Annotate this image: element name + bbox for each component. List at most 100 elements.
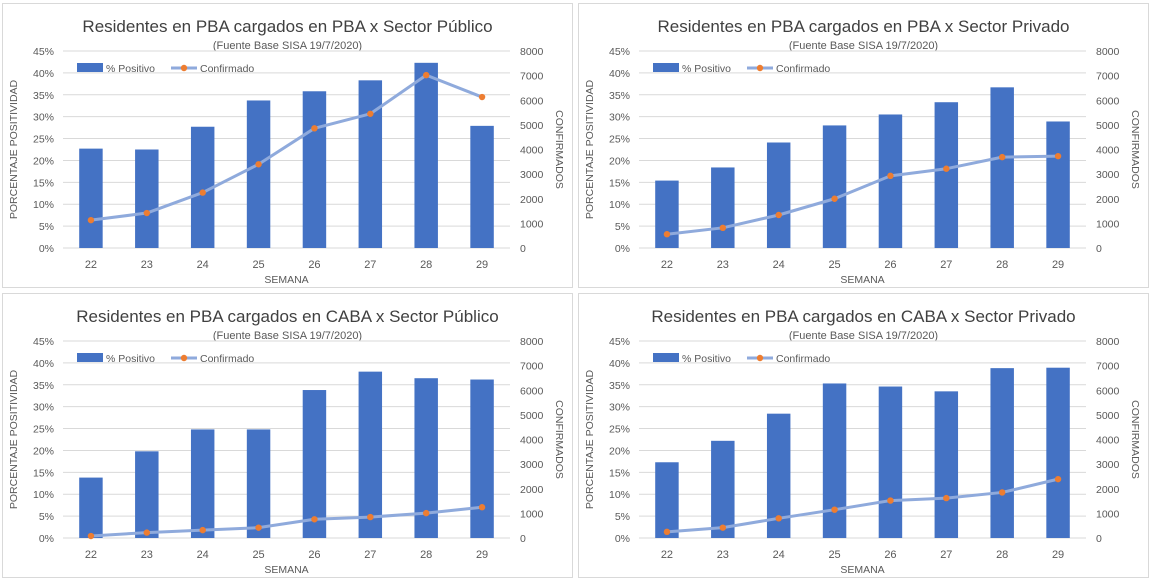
y-tick-label: 10% — [609, 199, 630, 211]
x-tick-label: 27 — [940, 549, 952, 561]
y2-tick-label: 6000 — [520, 385, 544, 397]
y2-tick-label: 2000 — [1096, 194, 1120, 206]
y-tick-label: 0% — [39, 533, 54, 545]
y-tick-label: 15% — [609, 177, 630, 189]
bar — [79, 477, 103, 538]
y2-tick-label: 8000 — [520, 336, 544, 348]
chart-subtitle: (Fuente Base SISA 19/7/2020) — [213, 40, 362, 52]
bar — [711, 440, 735, 538]
y-tick-label: 10% — [609, 489, 630, 501]
x-axis-label: SEMANA — [840, 274, 884, 286]
line-point — [255, 161, 262, 168]
y-tick-label: 35% — [33, 380, 54, 392]
y-tick-label: 40% — [33, 358, 54, 370]
y2-tick-label: 4000 — [520, 145, 544, 157]
legend-label-confirmado: Confirmado — [776, 353, 830, 365]
y2-tick-label: 2000 — [1096, 484, 1120, 496]
chart-svg: Residentes en PBA cargados en PBA x Sect… — [584, 17, 1141, 286]
series-line-confirmado — [90, 73, 483, 222]
y-tick-label: 25% — [609, 424, 630, 436]
legend-swatch-positivo — [653, 353, 679, 362]
x-tick-label: 25 — [252, 259, 264, 271]
y-tick-label: 40% — [609, 358, 630, 370]
line-point — [311, 125, 318, 132]
chart-title: Residentes en PBA cargados en PBA x Sect… — [82, 17, 492, 36]
line-point — [422, 71, 430, 79]
bar — [135, 149, 159, 248]
x-tick-label: 25 — [828, 549, 840, 561]
x-tick-label: 29 — [476, 549, 488, 561]
chart-svg: Residentes en PBA cargados en PBA x Sect… — [8, 17, 565, 286]
y2-tick-label: 3000 — [520, 169, 544, 181]
y2-tick-label: 1000 — [520, 218, 544, 230]
legend-swatch-positivo — [77, 63, 103, 72]
x-tick-label: 24 — [773, 549, 785, 561]
y-tick-label: 10% — [33, 489, 54, 501]
series-line-confirmado — [90, 505, 483, 538]
legend-label-confirmado: Confirmado — [776, 63, 830, 75]
line-point — [1054, 152, 1062, 160]
y-tick-label: 25% — [33, 424, 54, 436]
x-tick-label: 24 — [197, 549, 209, 561]
x-tick-label: 26 — [884, 259, 896, 271]
bar — [822, 125, 847, 248]
y-tick-label: 45% — [609, 336, 630, 348]
x-tick-label: 29 — [1052, 259, 1064, 271]
legend-label-positivo: % Positivo — [106, 353, 155, 365]
line-point — [478, 504, 486, 511]
bar — [414, 378, 438, 538]
y2-tick-label: 0 — [1096, 243, 1102, 255]
line-point — [998, 153, 1006, 161]
y2-tick-label: 0 — [520, 533, 526, 545]
x-tick-label: 23 — [141, 549, 153, 561]
y2-tick-label: 4000 — [1096, 145, 1120, 157]
y2-axis-label: CONFIRMADOS — [1129, 110, 1141, 189]
y2-tick-label: 3000 — [520, 459, 544, 471]
legend-marker-confirmado — [180, 354, 188, 362]
line-point — [143, 529, 151, 536]
y2-tick-label: 2000 — [520, 194, 544, 206]
x-tick-label: 23 — [141, 259, 153, 271]
y2-tick-label: 8000 — [1096, 336, 1120, 348]
x-axis-label: SEMANA — [264, 564, 308, 576]
line-point — [887, 172, 894, 180]
line-point — [775, 211, 782, 219]
bar — [655, 180, 679, 248]
bar — [878, 386, 903, 538]
y2-tick-label: 8000 — [520, 46, 544, 58]
y2-axis-label: CONFIRMADOS — [553, 400, 565, 479]
y-tick-label: 0% — [615, 243, 630, 255]
line-point — [367, 513, 374, 521]
y-tick-label: 40% — [609, 68, 630, 80]
y-tick-label: 30% — [609, 112, 630, 124]
line-point — [1054, 475, 1062, 483]
y2-tick-label: 6000 — [1096, 385, 1120, 397]
y2-tick-label: 7000 — [520, 361, 544, 373]
legend-marker-confirmado — [756, 354, 764, 362]
x-tick-label: 22 — [85, 549, 97, 561]
y-tick-label: 35% — [609, 90, 630, 102]
line-point — [199, 189, 206, 196]
line-point — [831, 506, 838, 513]
chart-title: Residentes en PBA cargados en CABA x Sec… — [651, 307, 1075, 326]
y-axis-label: PORCENTAJE POSITIVIDAD — [584, 79, 596, 219]
legend-swatch-positivo — [653, 63, 679, 72]
legend-label-positivo: % Positivo — [682, 63, 731, 75]
bar — [414, 62, 438, 248]
bar — [934, 102, 959, 248]
line-point — [87, 532, 95, 540]
line-point — [87, 216, 95, 224]
x-tick-label: 28 — [420, 549, 432, 561]
y-tick-label: 30% — [609, 402, 630, 414]
y-tick-label: 45% — [33, 336, 54, 348]
bar — [990, 87, 1014, 248]
y2-tick-label: 7000 — [1096, 71, 1120, 83]
y-tick-label: 5% — [39, 511, 54, 523]
x-tick-label: 26 — [308, 259, 320, 271]
y-tick-label: 0% — [39, 243, 54, 255]
y2-tick-label: 5000 — [1096, 120, 1120, 132]
line-point — [719, 524, 727, 531]
x-tick-label: 27 — [364, 549, 376, 561]
y-axis-label: PORCENTAJE POSITIVIDAD — [8, 79, 20, 219]
y2-tick-label: 5000 — [520, 120, 544, 132]
